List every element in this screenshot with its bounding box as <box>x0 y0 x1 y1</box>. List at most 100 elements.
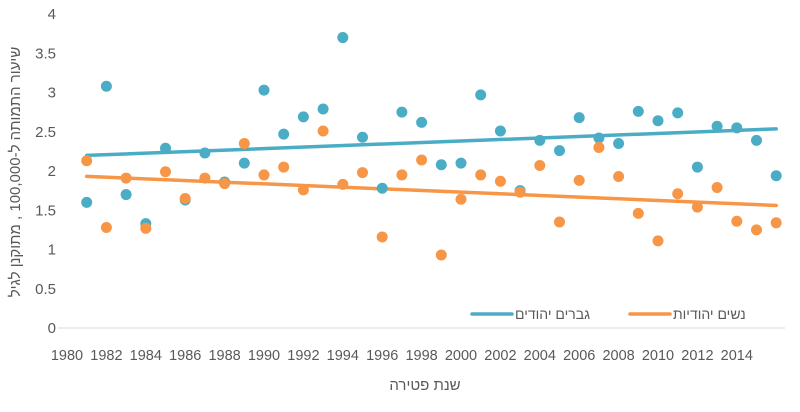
data-point-women <box>238 138 250 150</box>
data-point-men <box>691 161 703 173</box>
x-axis-title: שנת פטירה <box>389 377 460 394</box>
data-point-men <box>593 132 605 144</box>
data-point-women <box>337 178 349 190</box>
y-axis-title: שיעור התמותה ל-100,000 , מתוקנן לגיל <box>7 47 24 298</box>
data-point-men <box>199 147 211 159</box>
x-tick-label: 1994 <box>327 348 359 364</box>
data-point-men <box>120 189 132 201</box>
x-tick-label: 1982 <box>90 348 122 364</box>
x-tick-label: 1988 <box>208 348 240 364</box>
data-point-men <box>317 103 329 115</box>
data-point-women <box>672 188 684 200</box>
data-point-women <box>475 169 487 181</box>
data-point-women <box>219 178 231 190</box>
data-point-women <box>494 175 506 187</box>
data-point-men <box>357 131 368 143</box>
data-point-women <box>711 181 723 193</box>
data-point-men <box>573 112 585 124</box>
data-point-women <box>100 222 112 234</box>
data-point-men <box>435 159 447 171</box>
x-tick-label: 2008 <box>602 348 634 364</box>
data-point-women <box>731 215 743 227</box>
y-tick-label: 1.5 <box>35 202 56 219</box>
data-point-men <box>238 157 250 169</box>
data-point-men <box>711 120 723 132</box>
data-point-women <box>140 222 152 234</box>
data-point-women <box>160 166 171 178</box>
data-point-men <box>100 80 112 92</box>
data-point-women <box>632 207 644 219</box>
y-tick-label: 3 <box>48 85 56 102</box>
y-tick-label: 2 <box>48 163 56 180</box>
data-point-women <box>435 249 447 261</box>
y-tick-label: 3.5 <box>35 45 56 62</box>
data-point-women <box>455 193 467 205</box>
x-tick-label: 2006 <box>563 348 595 364</box>
trendline-men <box>84 127 778 158</box>
x-tick-label: 1992 <box>287 348 319 364</box>
data-point-women <box>396 169 408 181</box>
y-tick-label: 0.5 <box>35 281 56 298</box>
data-point-men <box>632 105 644 117</box>
data-point-men <box>376 182 388 194</box>
data-point-men <box>731 122 743 134</box>
x-tick-label: 1996 <box>366 348 398 364</box>
data-point-men <box>297 111 309 123</box>
x-tick-label: 2004 <box>524 348 556 364</box>
x-tick-label: 2010 <box>642 348 674 364</box>
data-point-women <box>554 216 565 228</box>
data-point-men <box>554 145 565 157</box>
data-point-women <box>573 174 585 186</box>
data-point-women <box>770 217 782 229</box>
data-point-men <box>81 196 93 208</box>
x-tick-label: 1990 <box>248 348 280 364</box>
data-point-women <box>357 167 368 179</box>
data-point-men <box>278 128 290 140</box>
data-point-men <box>337 32 349 44</box>
data-point-women <box>120 172 132 184</box>
legend: גברים יהודים נשים יהודיות <box>470 306 746 322</box>
y-tick-label: 2.5 <box>35 124 56 141</box>
data-point-women <box>258 169 270 181</box>
y-tick-label: 1 <box>48 242 56 259</box>
x-tick-label: 1998 <box>405 348 437 364</box>
data-point-women <box>613 170 625 182</box>
data-point-women <box>652 235 664 247</box>
data-point-women <box>81 155 93 167</box>
data-point-women <box>751 224 762 236</box>
data-point-women <box>514 186 526 198</box>
data-point-women <box>199 172 211 184</box>
y-tick-label: 0 <box>48 320 56 337</box>
data-point-women <box>297 184 309 196</box>
x-tick-label: 2014 <box>721 348 753 364</box>
data-point-women <box>179 192 191 204</box>
x-tick-label: 1984 <box>130 348 162 364</box>
x-tick-label: 1986 <box>169 348 201 364</box>
data-point-men <box>416 116 428 128</box>
data-point-women <box>593 141 605 153</box>
data-point-men <box>396 106 408 118</box>
data-point-women <box>534 160 546 172</box>
data-point-men <box>160 142 171 154</box>
data-point-men <box>652 115 664 127</box>
data-point-men <box>613 138 625 150</box>
data-point-men <box>672 107 684 119</box>
data-point-women <box>691 201 703 213</box>
data-point-men <box>534 134 546 146</box>
data-point-men <box>258 84 270 96</box>
data-point-women <box>317 125 329 137</box>
data-point-men <box>494 125 506 137</box>
x-tick-label: 2000 <box>445 348 477 364</box>
data-point-women <box>376 231 388 243</box>
data-point-men <box>475 89 487 101</box>
x-tick-label: 1980 <box>51 348 83 364</box>
data-point-women <box>278 161 290 173</box>
x-tick-label: 2012 <box>681 348 713 364</box>
data-point-women <box>416 154 428 166</box>
legend-label-men: גברים יהודים <box>515 306 590 322</box>
legend-label-women: נשים יהודיות <box>673 306 746 322</box>
data-point-men <box>770 170 782 182</box>
data-point-men <box>751 134 762 146</box>
y-tick-label: 4 <box>48 6 56 23</box>
